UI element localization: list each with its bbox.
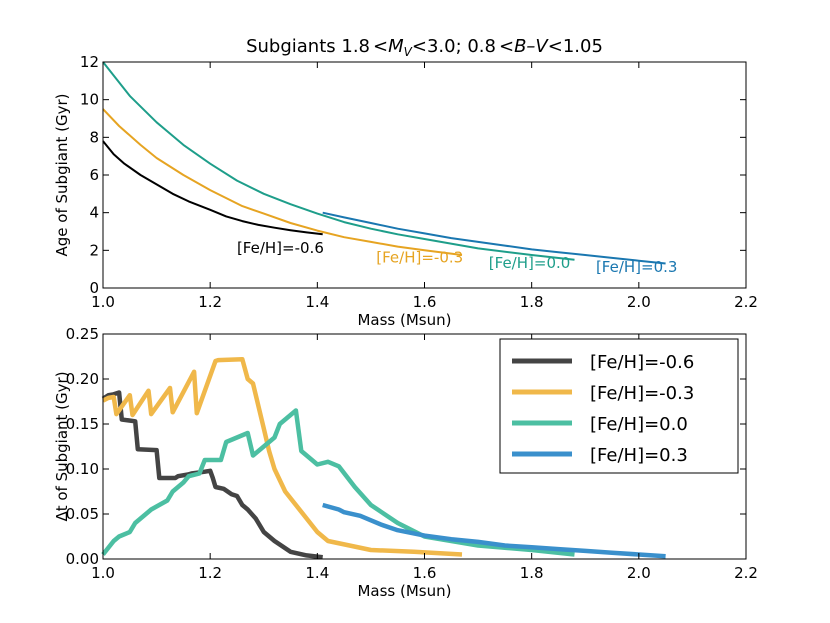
series-label-2: [Fe/H]=-0.3 — [376, 249, 463, 267]
legend-label-2: [Fe/H]=-0.3 — [590, 383, 694, 404]
x-tick-label-1-2: 1.4 — [305, 293, 329, 311]
y-tick-label-1-6: 12 — [80, 53, 99, 71]
y-tick-label-1-5: 10 — [80, 91, 99, 109]
series-line-1-3 — [102, 61, 575, 261]
x-tick-label-2-4: 1.8 — [520, 564, 544, 582]
series-line-2-1 — [101, 390, 323, 560]
panel-2: 1.0 1.2 1.4 1.6 1.8 2.0 2.2 0.00 0.05 0.10 0.15 0.2… — [53, 325, 758, 600]
series-label-1: [Fe/H]=-0.6 — [237, 239, 324, 257]
y-tick-label-2-5: 0.25 — [66, 325, 99, 343]
x-tick-label-2-5: 2.0 — [627, 564, 651, 582]
x-tick-label-2-0: 1.0 — [91, 564, 115, 582]
x-tick-label-1-4: 1.8 — [520, 293, 544, 311]
panel-1: 1.0 1.2 1.4 1.6 1.8 2.0 2.2 0 2 4 6 8 10 12 Mass (Msun… — [53, 36, 758, 329]
x-tick-label-1-1: 1.2 — [198, 293, 222, 311]
y-axis-label-1: Age of Subgiant (Gyr) — [53, 94, 71, 257]
chart-title: Subgiants 1.8 <MV<3.0; 0.8 <B–V<1.05 — [246, 36, 603, 59]
y-tick-label-2-0: 0.00 — [66, 550, 99, 568]
y-axis-label-2: Δt of Subgiant (Gyr) — [53, 371, 71, 521]
series-label-3: [Fe/H]=0.0 — [489, 254, 571, 272]
legend-label-1: [Fe/H]=-0.6 — [590, 352, 694, 373]
legend-label-4: [Fe/H]=0.3 — [590, 445, 688, 466]
x-tick-label-1-5: 2.0 — [627, 293, 651, 311]
series-line-2-3 — [101, 408, 575, 557]
y-tick-label-2-1: 0.05 — [66, 505, 99, 523]
series-label-4: [Fe/H]=0.3 — [596, 258, 678, 276]
series-line-2-4 — [322, 502, 666, 559]
x-tick-label-2-6: 2.2 — [734, 564, 758, 582]
y-tick-label-1-2: 4 — [89, 204, 99, 222]
series-line-1-4 — [322, 211, 666, 265]
y-tick-label-2-4: 0.20 — [66, 370, 99, 388]
x-axis-label-1: Mass (Msun) — [357, 311, 451, 329]
y-tick-label-1-4: 8 — [89, 128, 99, 146]
y-tick-label-1-3: 6 — [89, 166, 99, 184]
x-tick-label-1-6: 2.2 — [734, 293, 758, 311]
legend-label-3: [Fe/H]=0.0 — [590, 414, 688, 435]
series-line-2-2 — [101, 356, 463, 557]
x-tick-label-2-3: 1.6 — [413, 564, 437, 582]
y-tick-label-1-0: 0 — [89, 279, 99, 297]
series-line-1-2 — [102, 108, 463, 256]
series-line-1-1 — [102, 140, 323, 236]
legend: [Fe/H]=-0.6 [Fe/H]=-0.3 [Fe/H]=0.0 [Fe/H]=0… — [499, 338, 739, 474]
y-tick-label-2-2: 0.10 — [66, 460, 99, 478]
x-tick-label-1-0: 1.0 — [91, 293, 115, 311]
y-tick-label-2-3: 0.15 — [66, 415, 99, 433]
y-tick-label-1-1: 2 — [89, 241, 99, 259]
x-tick-label-2-1: 1.2 — [198, 564, 222, 582]
x-tick-label-1-3: 1.6 — [413, 293, 437, 311]
x-axis-label-2: Mass (Msun) — [357, 582, 451, 600]
x-tick-label-2-2: 1.4 — [305, 564, 329, 582]
